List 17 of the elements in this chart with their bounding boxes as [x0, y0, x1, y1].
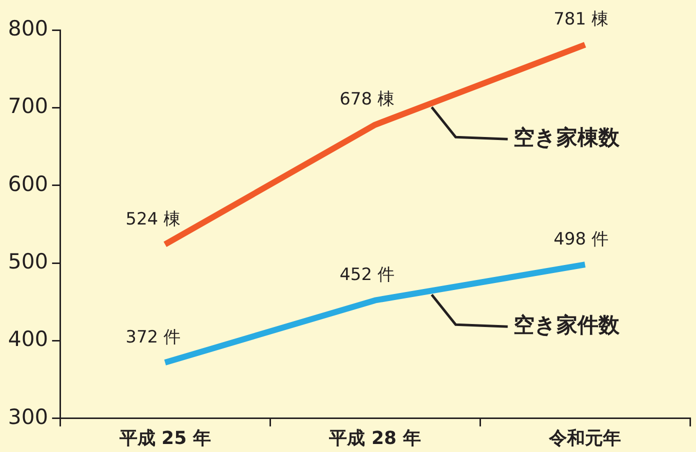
x-tick-label: 令和元年: [548, 428, 622, 449]
x-tick-label: 平成 28 年: [328, 428, 421, 449]
text: 空き家棟数: [514, 126, 621, 150]
y-tick-label: 500: [8, 249, 48, 274]
data-label: 781 棟: [554, 10, 608, 30]
y-tick-label: 300: [8, 404, 48, 429]
data-label: 452 件: [340, 265, 394, 286]
y-tick-label: 700: [8, 94, 48, 118]
data-label: 498 件: [554, 230, 608, 250]
data-label: 372 件: [126, 327, 180, 348]
x-tick-label: 平成 25 年: [118, 428, 211, 449]
y-tick-label: 800: [8, 16, 48, 40]
y-tick-label: 600: [8, 172, 48, 196]
series-label: 空き家件数: [514, 313, 621, 338]
data-label: 678 棟: [340, 90, 394, 110]
y-tick-label: 400: [8, 327, 48, 352]
data-label: 524 棟: [126, 209, 180, 230]
